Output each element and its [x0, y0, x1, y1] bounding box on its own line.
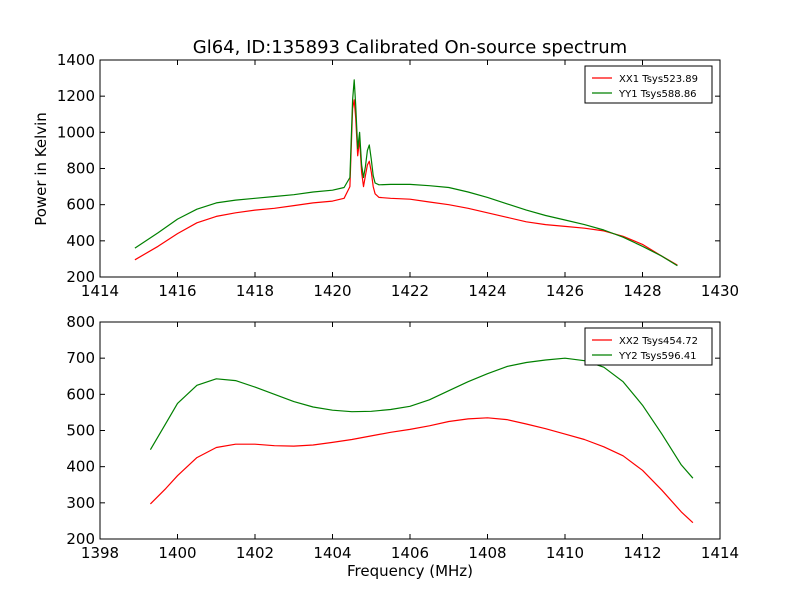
x-tick-label: 1416	[158, 282, 196, 300]
series-line-2-2	[149, 357, 694, 479]
y-tick-label: 200	[66, 268, 95, 286]
series-line-2-1	[149, 417, 694, 524]
y-tick-label: 500	[66, 422, 95, 440]
chart-panel-2: 1398 1400 1402 1404 1406 1408 1410 1412 1414 200 3…	[66, 313, 739, 562]
x-tick-label: 1404	[313, 544, 351, 562]
x-axis-label: Frequency (MHz)	[347, 562, 473, 580]
y-tick-label: 1200	[57, 87, 95, 105]
y-tick-label: 400	[66, 232, 95, 250]
x-tick-label: 1428	[623, 282, 661, 300]
y-tick-label: 600	[66, 196, 95, 214]
x-tick-label: 1410	[546, 544, 584, 562]
x-tick-label: 1414	[81, 282, 119, 300]
x-tick-label: 1398	[81, 544, 119, 562]
x-tick-label: 1400	[158, 544, 196, 562]
x-tick-label: 1414	[701, 544, 739, 562]
y-tick-label: 1000	[57, 123, 95, 141]
y-tick-label: 200	[66, 530, 95, 548]
legend-box	[584, 65, 713, 104]
y-tick-label: 700	[66, 349, 95, 367]
y-tick-label: 800	[66, 313, 95, 331]
legend-1: XX1 Tsys523.89 YY1 Tsys588.86	[584, 65, 713, 104]
x-tick-label: 1422	[391, 282, 429, 300]
y-axis-label: Power in Kelvin	[32, 112, 50, 226]
y-tick-label: 1400	[57, 51, 95, 69]
y-tick-label: 300	[66, 494, 95, 512]
x-tick-label: 1426	[546, 282, 584, 300]
x-tick-label: 1408	[468, 544, 506, 562]
x-tick-label: 1406	[391, 544, 429, 562]
x-tick-label: 1430	[701, 282, 739, 300]
legend-2: XX2 Tsys454.72 YY2 Tsys596.41	[584, 327, 713, 366]
x-tick-label: 1418	[236, 282, 274, 300]
x-tick-label: 1420	[313, 282, 351, 300]
series-line-1-1	[134, 99, 678, 266]
y-tick-label: 800	[66, 160, 95, 178]
series-line-1-2	[134, 79, 678, 267]
legend-label: XX2 Tsys454.72	[619, 336, 698, 347]
figure-title: Gl64, ID:135893 Calibrated On-source spe…	[193, 37, 627, 58]
chart-panel-1: 1414 1416 1418 1420 1422 1424 1426 1428 1430 200 4…	[57, 51, 739, 300]
x-tick-label: 1402	[236, 544, 274, 562]
legend-label: YY2 Tsys596.41	[618, 351, 697, 362]
y-tick-label: 400	[66, 458, 95, 476]
y-tick-label: 600	[66, 385, 95, 403]
legend-box	[584, 327, 713, 366]
x-tick-label: 1412	[623, 544, 661, 562]
x-tick-label: 1424	[468, 282, 506, 300]
legend-label: XX1 Tsys523.89	[619, 74, 698, 85]
legend-label: YY1 Tsys588.86	[618, 89, 697, 100]
